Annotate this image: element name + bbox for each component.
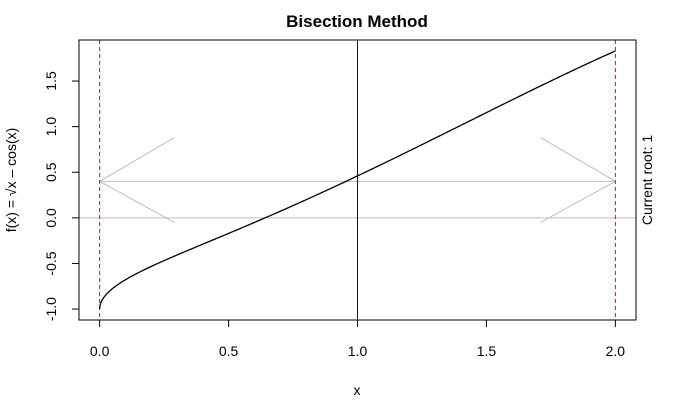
y-axis-label: f(x) = √x – cos(x) [3, 128, 19, 233]
current-root-label: Current root: 1 [639, 135, 655, 225]
x-tick-label: 0.0 [90, 343, 110, 359]
plot-area [79, 40, 636, 320]
x-axis: 0.0 0.5 1.0 1.5 2.0 [90, 319, 626, 359]
x-tick-label: 1.5 [477, 343, 497, 359]
y-axis: -1.0 -0.5 0.0 0.5 1.0 1.5 [43, 71, 80, 321]
right-arrow-head-stroke-1 [540, 137, 616, 182]
y-tick-label: -0.5 [43, 251, 59, 275]
right-arrow-head-stroke-2 [540, 180, 616, 223]
x-axis-label: x [354, 382, 361, 398]
left-arrow-head-stroke-1 [99, 137, 175, 182]
y-tick-label: 0.5 [43, 162, 59, 182]
y-tick-label: 1.0 [43, 117, 59, 137]
chart-title: Bisection Method [286, 12, 428, 31]
left-arrow-head-stroke-2 [99, 180, 175, 223]
x-tick-label: 1.0 [348, 343, 368, 359]
y-tick-label: -1.0 [43, 297, 59, 321]
x-tick-label: 0.5 [219, 343, 239, 359]
y-tick-label: 0.0 [43, 208, 59, 228]
y-tick-label: 1.5 [43, 71, 59, 91]
x-tick-label: 2.0 [606, 343, 626, 359]
function-curve [98, 50, 616, 310]
